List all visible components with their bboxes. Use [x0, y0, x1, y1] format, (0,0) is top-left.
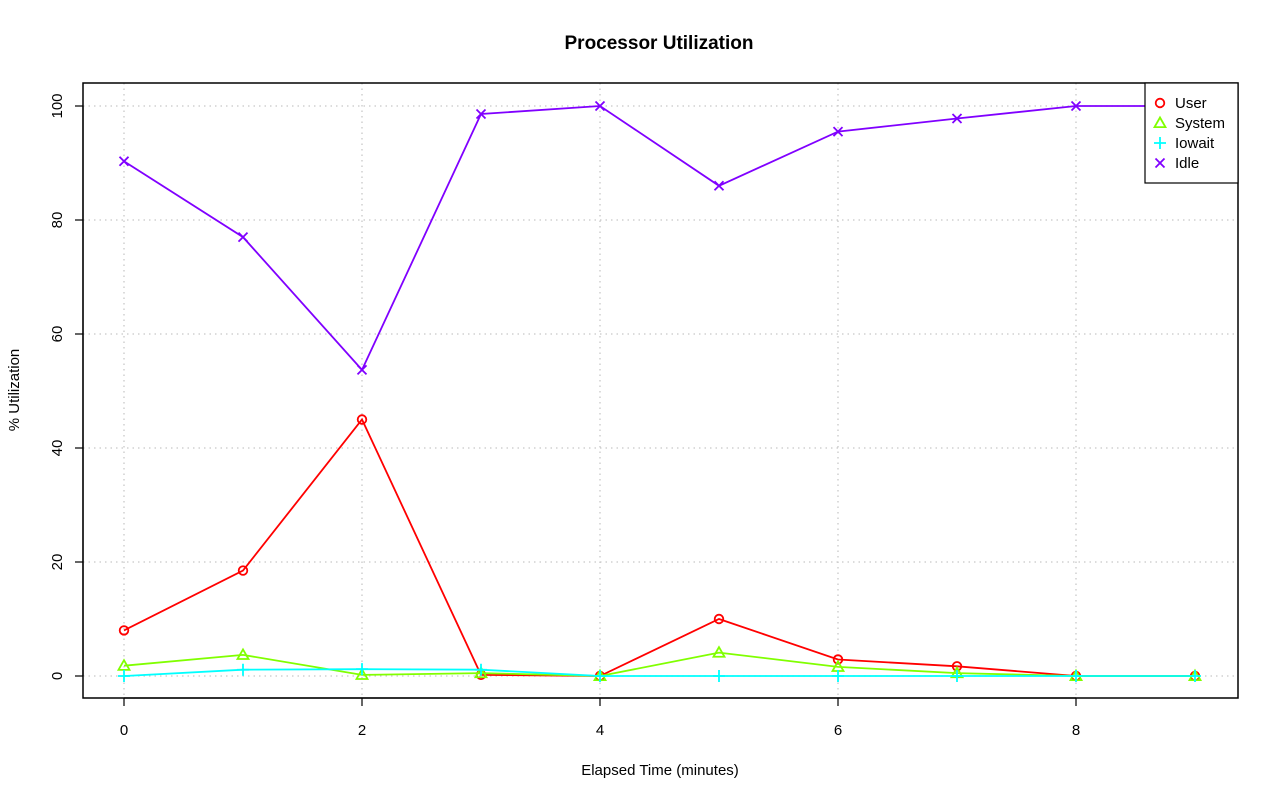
x-axis: 0 2 4 6 8 — [120, 697, 1080, 739]
legend-label-system: System — [1175, 115, 1225, 132]
data-point-iowait — [1189, 670, 1201, 682]
series-line-user — [123, 417, 1195, 677]
data-point-user — [118, 625, 130, 636]
y-tick-label: 40 — [49, 440, 66, 457]
y-tick-label: 100 — [49, 93, 66, 118]
legend-item-system: System — [1152, 115, 1225, 132]
data-point-system — [116, 658, 132, 671]
legend-marker-iowait — [1154, 137, 1166, 149]
plot-frame — [82, 82, 1239, 699]
x-tick-label: 8 — [1072, 722, 1080, 739]
data-point-idle — [237, 231, 249, 243]
x-tick-label: 2 — [358, 722, 366, 739]
legend-item-iowait: Iowait — [1154, 135, 1215, 152]
data-point-iowait — [594, 670, 606, 682]
data-point-iowait — [356, 663, 368, 676]
data-point-iowait — [832, 670, 844, 682]
x-tick-label: 6 — [834, 722, 842, 739]
data-point-system — [711, 645, 727, 658]
data-point-idle — [832, 126, 844, 137]
data-point-idle — [594, 100, 606, 112]
data-point-iowait — [951, 670, 963, 682]
data-point-user — [237, 565, 249, 576]
data-point-iowait — [713, 670, 725, 682]
series-user — [118, 414, 1201, 682]
y-tick-label: 80 — [49, 212, 66, 229]
grid-lines — [83, 83, 1238, 698]
data-point-iowait — [475, 663, 487, 676]
data-point-idle — [356, 364, 368, 376]
y-tick-label: 60 — [49, 326, 66, 343]
y-tick-label: 20 — [49, 554, 66, 571]
data-point-idle — [475, 108, 487, 120]
series-layer — [116, 100, 1203, 682]
series-line-system — [123, 651, 1195, 677]
series-iowait — [118, 663, 1201, 682]
data-point-iowait — [118, 670, 130, 682]
legend-label-idle: Idle — [1175, 155, 1199, 172]
data-point-user — [832, 654, 844, 665]
legend: User System Iowait Idle — [1144, 82, 1239, 184]
legend-marker-idle — [1154, 157, 1166, 169]
y-axis-label: % Utilization — [6, 349, 23, 432]
legend-item-idle: Idle — [1154, 155, 1199, 172]
legend-box — [1144, 82, 1239, 184]
data-point-system — [354, 667, 370, 680]
data-point-idle — [1070, 100, 1082, 112]
y-axis: 0 20 40 60 80 100 — [49, 93, 84, 680]
data-point-iowait — [1070, 670, 1082, 682]
data-point-user — [356, 414, 368, 425]
x-axis-label: Elapsed Time (minutes) — [581, 762, 739, 779]
legend-marker-system — [1152, 115, 1168, 129]
x-tick-label: 0 — [120, 722, 128, 739]
data-point-user — [713, 613, 725, 625]
data-point-system — [235, 647, 251, 660]
series-line-iowait — [123, 668, 1195, 677]
legend-label-user: User — [1175, 95, 1207, 112]
series-line-idle — [123, 105, 1195, 372]
legend-item-user: User — [1154, 95, 1207, 112]
legend-label-iowait: Iowait — [1175, 135, 1215, 152]
data-point-idle — [713, 180, 725, 191]
data-point-iowait — [237, 663, 249, 676]
x-tick-label: 4 — [596, 722, 604, 739]
data-point-idle — [951, 113, 963, 124]
legend-marker-user — [1154, 97, 1166, 109]
data-point-system — [473, 665, 489, 679]
chart-title: Processor Utilization — [565, 33, 754, 54]
data-point-idle — [118, 156, 130, 167]
y-tick-label: 0 — [49, 672, 66, 680]
